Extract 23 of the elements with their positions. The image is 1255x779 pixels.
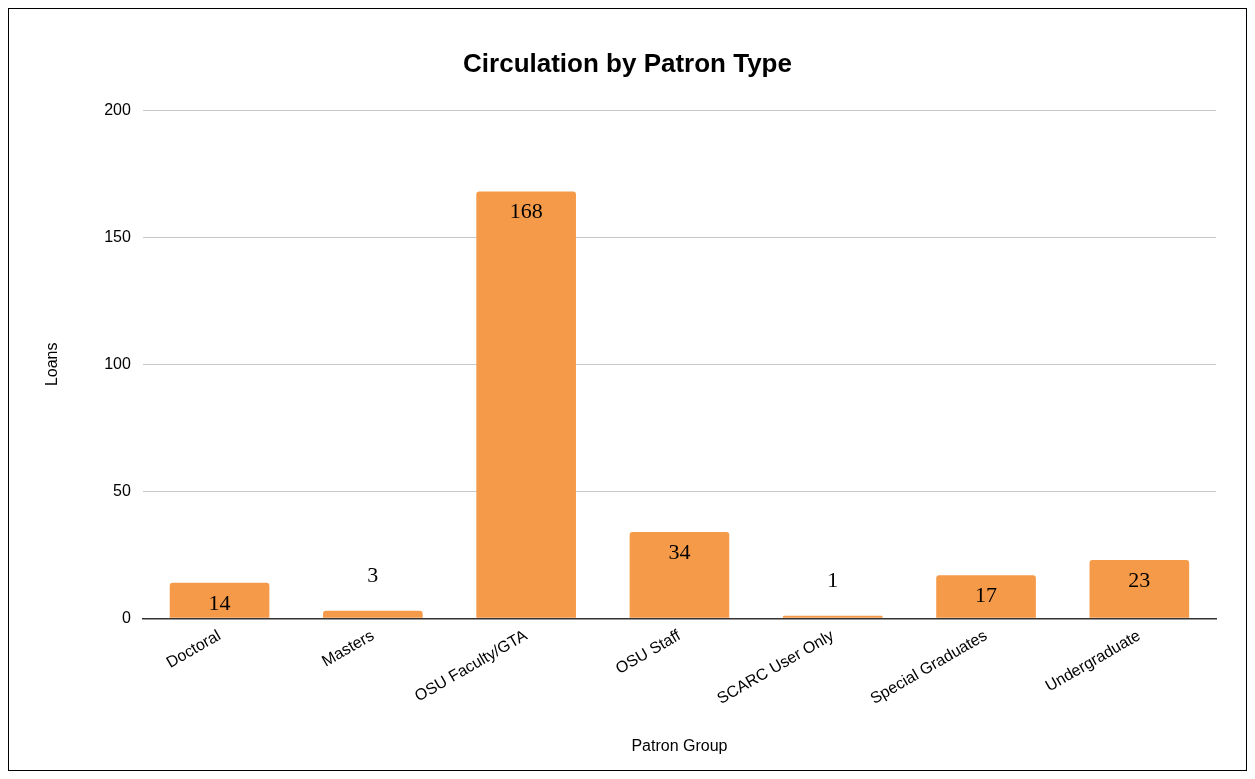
data-label: 3 bbox=[367, 561, 379, 587]
data-label: 17 bbox=[975, 581, 998, 607]
data-label: 168 bbox=[509, 198, 543, 224]
data-label: 34 bbox=[668, 538, 691, 564]
y-tick-label: 50 bbox=[113, 481, 131, 499]
y-tick-label: 150 bbox=[104, 227, 131, 245]
y-axis-title: Loans bbox=[43, 342, 61, 387]
bar bbox=[1089, 559, 1190, 618]
chart-title: Circulation by Patron Type bbox=[463, 47, 792, 78]
bar bbox=[936, 575, 1036, 618]
bar bbox=[169, 582, 270, 618]
data-label: 1 bbox=[827, 566, 839, 592]
bar bbox=[323, 610, 423, 618]
bar bbox=[782, 615, 883, 618]
x-tick-label: OSU Staff bbox=[612, 626, 684, 677]
bar bbox=[476, 191, 576, 618]
y-tick-label: 200 bbox=[104, 100, 131, 118]
x-axis-title: Patron Group bbox=[631, 736, 728, 754]
y-tick-label: 0 bbox=[121, 608, 131, 626]
data-label: 23 bbox=[1128, 566, 1151, 592]
data-label: 14 bbox=[208, 589, 231, 615]
y-tick-label: 100 bbox=[104, 354, 131, 372]
bar bbox=[629, 531, 730, 618]
